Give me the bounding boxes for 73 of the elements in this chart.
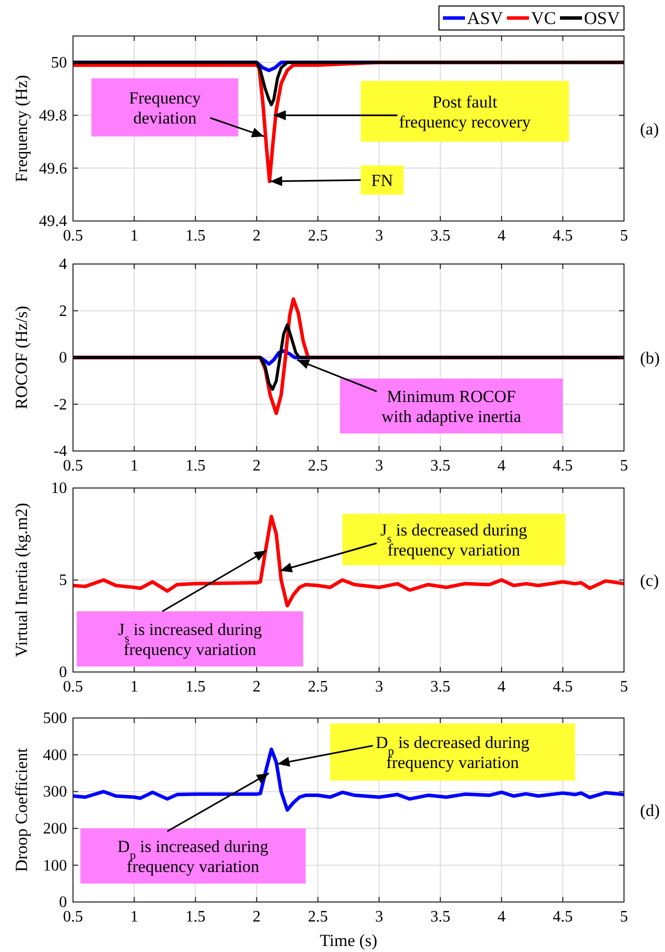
x-tick-label: 4.5 (552, 227, 573, 244)
x-tick-label: 4.5 (552, 908, 573, 926)
x-tick-label: 2 (252, 227, 261, 244)
annotation: Frequency deviation (128, 88, 202, 128)
y-tick-label: 400 (43, 746, 67, 764)
annotation: J$_{s}$ is increased during frequency variation (118, 620, 262, 659)
annotation: Post fault frequency recovery (398, 92, 532, 132)
text: (b) (640, 348, 660, 368)
x-tick-label: 2.5 (308, 227, 328, 244)
x-tick-label: 5 (620, 457, 628, 474)
x-tick-label: 5 (620, 678, 628, 696)
legend-label: VC (530, 8, 556, 28)
y-tick-label: 200 (43, 820, 67, 838)
x-tick-label: 2.5 (308, 457, 328, 474)
y-tick-label: -2 (54, 396, 67, 414)
x-tick-label: 4 (498, 457, 506, 474)
y-tick-label: 5 (59, 572, 67, 590)
line-series (73, 514, 624, 608)
x-tick-label: 3.5 (430, 908, 450, 926)
x-tick-label: 4 (498, 227, 506, 244)
annotation: D$_{p}$ is increased during frequency variation (118, 837, 269, 876)
x-tick-label: 3 (375, 227, 384, 244)
y-tick-label: 50 (51, 54, 67, 72)
annotation: FN (371, 171, 394, 190)
y-tick-label: 49.8 (39, 107, 67, 124)
y-axis-title: ROCOF (Hz/s) (12, 306, 31, 410)
x-tick-label: 3.5 (430, 227, 450, 244)
x-tick-label: 1.5 (185, 908, 206, 926)
text: (c) (640, 571, 659, 590)
x-tick-label: 1 (130, 678, 138, 696)
text: (d) (640, 801, 660, 820)
line-series (73, 60, 624, 106)
legend-label: OSV (584, 8, 620, 28)
x-tick-label: 3.5 (430, 457, 450, 474)
x-tick-label: 1.5 (185, 457, 206, 474)
x-tick-label: 2.5 (308, 678, 328, 696)
y-axis-title: Virtual Inertia (kg.m2) (12, 502, 31, 658)
y-tick-label: 10 (51, 480, 67, 498)
x-tick-label: 1 (130, 227, 138, 244)
y-tick-label: 300 (43, 784, 67, 801)
x-tick-label: 1 (130, 457, 138, 474)
x-tick-label: 5 (620, 908, 628, 926)
annotation: Minimum ROCOF with adaptive inertia (381, 387, 522, 426)
x-tick-label: 4 (498, 678, 506, 696)
x-tick-label: 4 (498, 908, 506, 926)
x-tick-label: 2 (252, 457, 261, 474)
y-tick-label: 500 (43, 710, 67, 728)
x-tick-label: 2 (252, 908, 261, 926)
y-axis-title: Droop Coefficient (12, 748, 31, 872)
x-axis-title: Time (s) (320, 931, 378, 950)
text: (a) (640, 120, 659, 138)
x-tick-label: 4.5 (552, 678, 573, 696)
x-tick-label: 3 (375, 457, 384, 474)
y-tick-label: 0 (59, 350, 67, 367)
x-tick-label: 1.5 (185, 678, 206, 696)
x-tick-label: 2.5 (308, 908, 328, 926)
y-axis-title: Frequency (Hz) (12, 74, 31, 182)
x-tick-label: 4.5 (552, 457, 573, 474)
x-tick-label: 1 (130, 908, 138, 926)
y-tick-label: 4 (59, 256, 67, 274)
x-tick-label: 3.5 (430, 678, 450, 696)
annotation: J$_{s}$ is decreased during frequency variation (380, 520, 528, 560)
x-tick-label: 3 (375, 678, 384, 696)
x-tick-label: 2 (252, 678, 261, 696)
y-tick-label: 49.6 (39, 160, 67, 178)
x-tick-label: 5 (620, 227, 628, 244)
x-tick-label: 1.5 (185, 227, 206, 244)
x-tick-label: 3 (375, 908, 384, 926)
legend-label: ASV (466, 8, 503, 28)
line-series (73, 323, 624, 391)
y-tick-label: 2 (59, 302, 67, 320)
annotation: D$_{p}$ is decreased during frequency variation (376, 733, 530, 772)
y-tick-label: 100 (43, 857, 67, 874)
